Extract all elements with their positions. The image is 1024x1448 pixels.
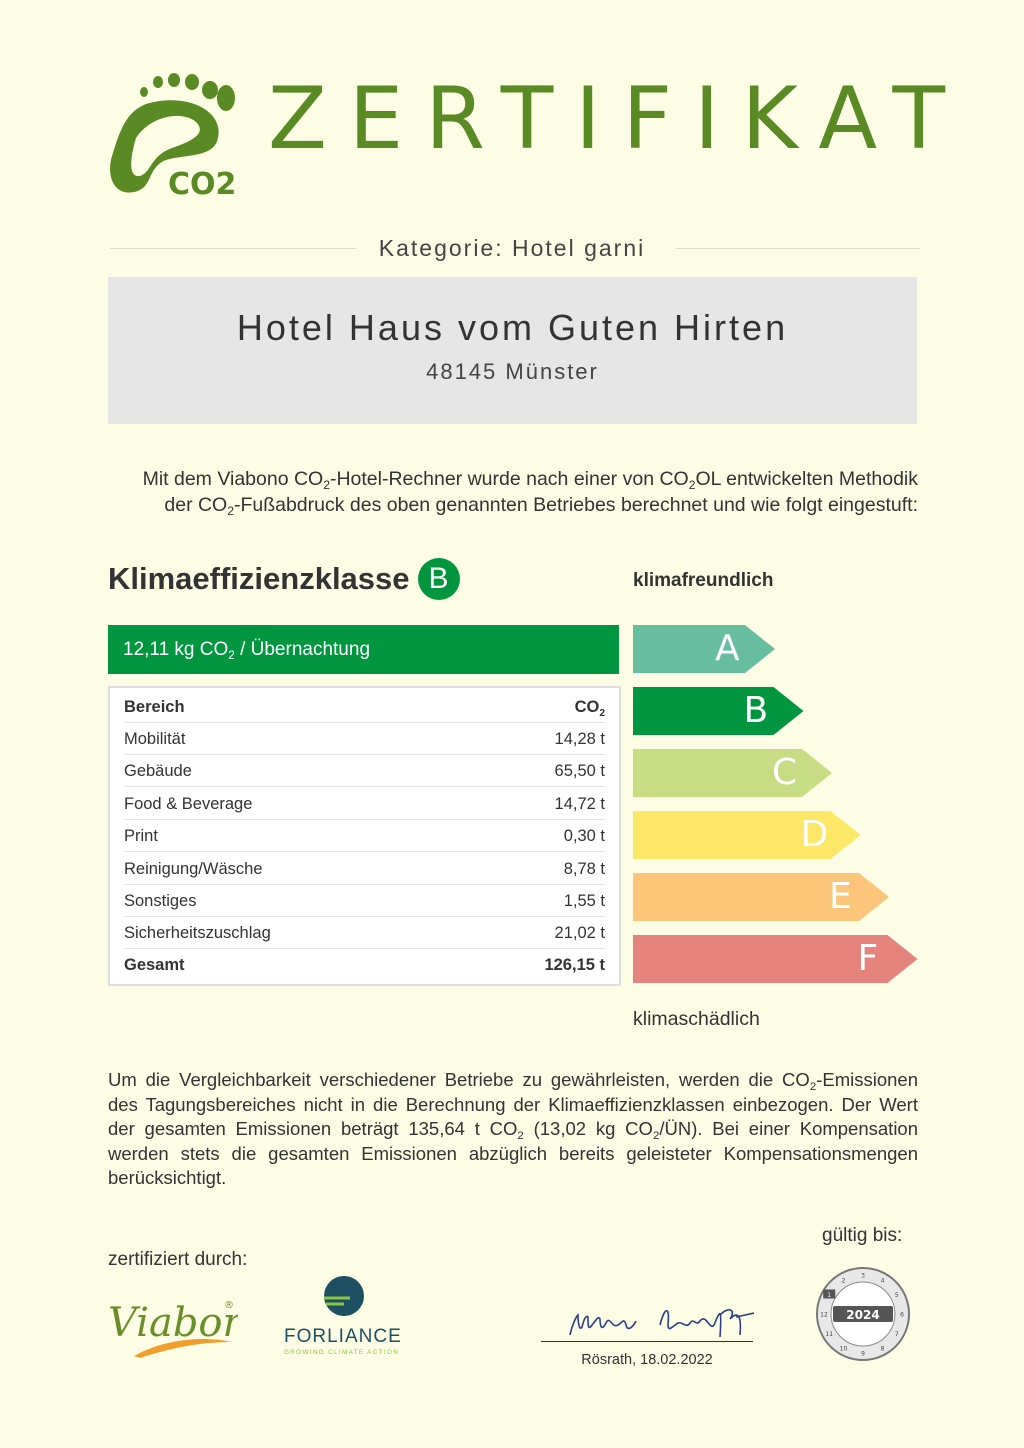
table-total-row: Gesamt 126,15 t (124, 949, 605, 981)
intro-text: Mit dem Viabono CO2-Hotel-Rechner wurde … (142, 468, 918, 518)
emissions-table: Bereich CO2 Mobilität 14,28 t Gebäude 65,50… (108, 686, 621, 986)
efficiency-class-badge: B (417, 558, 460, 600)
scale-arrow-b: B (633, 687, 804, 735)
scale-arrow-d: D (633, 811, 861, 859)
header-co2: CO2 (574, 698, 605, 719)
row-area: Reinigung/Wäsche (124, 859, 263, 878)
category-label: Kategorie: Hotel garni (378, 235, 646, 261)
table-row: Reinigung/Wäsche 8,78 t (124, 853, 605, 885)
seal-month: 10 (840, 1345, 848, 1352)
foot-sole (110, 100, 219, 193)
seal-month: 6 (900, 1312, 904, 1319)
scale-letter: C (772, 752, 798, 793)
row-value: 65,50 t (554, 762, 605, 781)
table-row: Sonstiges 1,55 t (124, 885, 605, 917)
scale-arrow-c: C (633, 749, 832, 797)
signature-date: Rösrath, 18.02.2022 (581, 1352, 713, 1368)
row-area: Mobilität (124, 730, 186, 748)
divider-left (110, 248, 356, 249)
valid-until-label: gültig bis: (822, 1225, 903, 1246)
toe-2 (168, 73, 180, 87)
row-area: Print (124, 827, 158, 846)
signature (569, 1308, 754, 1338)
row-area: Sonstiges (124, 892, 197, 910)
toe-6 (140, 87, 148, 97)
toe-4 (202, 81, 218, 99)
seal-year: 2024 (846, 1308, 879, 1322)
row-area: Sicherheitszuschlag (124, 924, 271, 943)
scale-label-top: klimafreundlich (633, 570, 774, 591)
efficiency-class-heading: Klimaeffizienzklasse B (108, 558, 460, 600)
toe-1 (153, 76, 163, 88)
scale-letter: D (800, 814, 829, 855)
seal-month: 9 (861, 1351, 865, 1358)
scale-arrow-e: E (633, 873, 889, 921)
toe-5 (217, 85, 235, 111)
forliance-wordmark: FORLIANCE (284, 1326, 402, 1347)
row-area: Food & Beverage (124, 794, 253, 813)
table-row: Mobilität 14,28 t (124, 723, 605, 755)
co2-per-night-bar: 12,11 kg CO2 / Übernachtung (108, 625, 619, 674)
toe-3 (185, 74, 199, 90)
scale-letter: B (743, 690, 769, 731)
viabono-wordmark: Viabono (108, 1300, 238, 1346)
logo-co2-text: CO2 (168, 167, 236, 200)
row-value: 0,30 t (563, 827, 605, 846)
seal-month: 3 (861, 1273, 865, 1280)
row-value: 14,72 t (554, 794, 605, 813)
scale-arrow-f: F (633, 935, 918, 983)
signature-line (541, 1341, 753, 1342)
seal-month: 11 (825, 1331, 833, 1338)
seal-month: 4 (881, 1278, 885, 1285)
row-value: 1,55 t (563, 892, 605, 910)
seal-month: 12 (820, 1312, 828, 1319)
scale-letter: A (715, 628, 740, 669)
seal-month: 7 (895, 1331, 899, 1338)
hotel-name: Hotel Haus vom Guten Hirten (236, 307, 789, 348)
header-area: Bereich (124, 698, 185, 716)
seal-month: 8 (881, 1345, 885, 1352)
row-value: 8,78 t (563, 859, 605, 878)
efficiency-class-label: Klimaeffizienzklasse (108, 561, 410, 596)
table-row: Gebäude 65,50 t (124, 755, 605, 787)
seal-month: 1 (827, 1292, 831, 1299)
viabono-logo: Viabono ® (108, 1300, 238, 1358)
hotel-box: Hotel Haus vom Guten Hirten 48145 Münste… (108, 277, 917, 424)
seal-month: 2 (842, 1278, 846, 1285)
forliance-tagline: GROWING CLIMATE ACTION (284, 1349, 399, 1356)
certified-by-label: zertifiziert durch: (108, 1249, 248, 1270)
table-header: Bereich CO2 (124, 691, 605, 723)
scale-letter: E (829, 876, 852, 917)
divider-right (676, 248, 920, 249)
scale-letter: F (857, 938, 879, 979)
viabono-swoosh (134, 1338, 232, 1358)
row-value: 21,02 t (554, 924, 605, 943)
co2-footprint-logo: CO2 (110, 73, 236, 200)
table-row: Sicherheitszuschlag 21,02 t (124, 917, 605, 949)
hotel-location: 48145 Münster (426, 359, 599, 384)
total-label: Gesamt (124, 956, 185, 974)
forliance-logo: FORLIANCE GROWING CLIMATE ACTION (284, 1276, 402, 1356)
total-value: 126,15 t (544, 956, 605, 974)
scale-label-bottom: klimaschädlich (633, 1008, 760, 1030)
row-value: 14,28 t (554, 730, 605, 748)
table-row: Print 0,30 t (124, 820, 605, 852)
seal-month: 5 (895, 1292, 899, 1299)
page-title: ZERTIFIKAT (268, 69, 968, 169)
table-row: Food & Beverage 14,72 t (124, 788, 605, 820)
forliance-globe-icon (324, 1276, 364, 1316)
viabono-registered: ® (224, 1300, 234, 1311)
row-area: Gebäude (124, 762, 192, 781)
scale-arrow-a: A (633, 625, 775, 673)
footnote-text: Um die Vergleichbarkeit verschiedener Be… (108, 1069, 919, 1188)
